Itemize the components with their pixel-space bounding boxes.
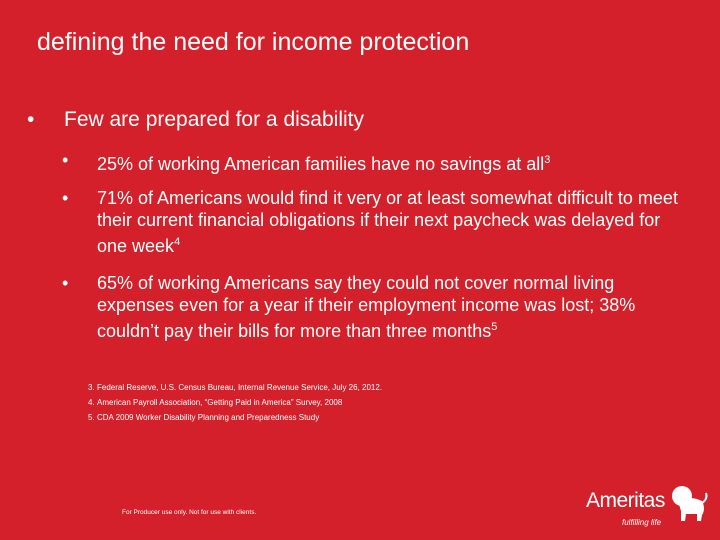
sub-bullet: • 71% of Americans would find it very or … [62, 188, 678, 256]
bullet-text: Few are prepared for a disability [64, 108, 364, 131]
footnote: 5. CDA 2009 Worker Disability Planning an… [88, 413, 319, 422]
footnote-text: Federal Reserve, U.S. Census Bureau, Int… [97, 383, 383, 392]
note-ref: 4 [174, 236, 181, 248]
slide-title: defining the need for income protection [37, 28, 470, 56]
footnote-text: CDA 2009 Worker Disability Planning and … [97, 413, 320, 422]
sub-bullet-text: 65% of working Americans say they could … [97, 273, 636, 341]
footnote-number: 3. [88, 383, 95, 392]
bullet-marker: • [27, 108, 35, 131]
note-ref: 3 [544, 154, 551, 166]
footnote-text: American Payroll Association, “Getting P… [97, 398, 343, 407]
sub-bullet-text: 71% of Americans would find it very or a… [97, 188, 678, 256]
footnote-number: 4. [88, 398, 95, 407]
footer-note: For Producer use only. Not for use with … [122, 509, 257, 516]
sub-bullet: • 25% of working American families have n… [62, 150, 551, 174]
logo-lion [672, 486, 708, 521]
logo-tagline: fulfilling life [622, 518, 662, 527]
note-ref: 5 [491, 321, 498, 333]
sub-bullet-text: 25% of working American families have no… [97, 154, 545, 174]
footnote: 4. American Payroll Association, “Getting… [88, 398, 342, 407]
logo-name: Ameritas [586, 489, 665, 512]
footnote: 3. Federal Reserve, U.S. Census Bureau, I… [88, 383, 382, 392]
footnote-number: 5. [88, 413, 95, 422]
sub-bullet: • 65% of working Americans say they could… [62, 273, 636, 341]
